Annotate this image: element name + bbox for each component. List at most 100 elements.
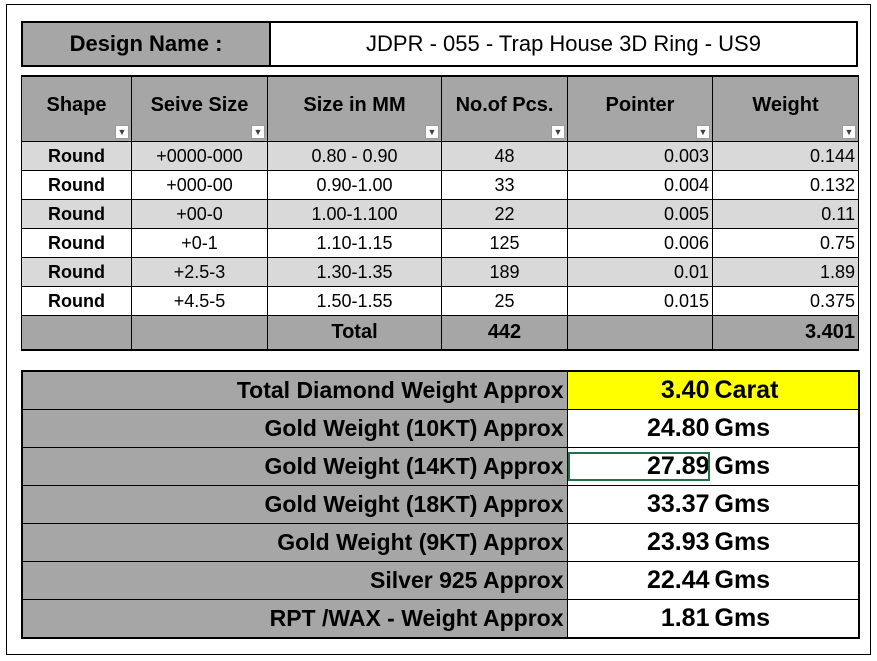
cell-pcs[interactable]: 25 (441, 286, 568, 316)
page-frame (6, 4, 871, 655)
cell-mm[interactable]: 1.50-1.55 (267, 286, 442, 316)
summary-unit: Gms (714, 528, 771, 556)
total-empty-cell[interactable] (21, 315, 132, 351)
cell-pointer[interactable]: 0.004 (567, 170, 713, 200)
cell-seive[interactable]: +000-00 (131, 170, 268, 200)
total-weight[interactable]: 3.401 (712, 315, 859, 351)
summary-value-cell[interactable]: 22.44 Gms (566, 561, 860, 600)
table-row: Round +0000-000 0.80 - 0.90 48 0.003 0.1… (21, 141, 859, 171)
summary-label[interactable]: Silver 925 Approx (21, 561, 568, 600)
total-empty-cell[interactable] (131, 315, 268, 351)
summary-value: 3.40 (660, 376, 710, 404)
filter-dropdown-icon[interactable]: ▼ (251, 125, 265, 139)
cell-seive[interactable]: +0000-000 (131, 141, 268, 171)
total-row: Total 442 3.401 (21, 315, 859, 351)
cell-weight[interactable]: 0.132 (712, 170, 859, 200)
cell-shape[interactable]: Round (21, 286, 132, 316)
cell-mm[interactable]: 0.90-1.00 (267, 170, 442, 200)
summary-row: Gold Weight (9KT) Approx 23.93 Gms (21, 523, 860, 562)
cell-pcs[interactable]: 33 (441, 170, 568, 200)
table-row: Round +2.5-3 1.30-1.35 189 0.01 1.89 (21, 257, 859, 287)
filter-active-icon[interactable]: ▼ (551, 125, 565, 139)
summary-value: 23.93 (646, 528, 710, 556)
cell-pcs[interactable]: 48 (441, 141, 568, 171)
summary-label[interactable]: Gold Weight (14KT) Approx (21, 447, 568, 486)
summary-value-cell[interactable]: 33.37 Gms (566, 485, 860, 524)
table-row: Round +000-00 0.90-1.00 33 0.004 0.132 (21, 170, 859, 200)
summary-value-cell[interactable]: 27.89 Gms (566, 447, 860, 486)
total-pcs[interactable]: 442 (441, 315, 568, 351)
summary-label[interactable]: Gold Weight (9KT) Approx (21, 523, 568, 562)
summary-row: RPT /WAX - Weight Approx 1.81 Gms (21, 599, 860, 639)
summary-value: 33.37 (646, 490, 710, 518)
summary-label[interactable]: Gold Weight (10KT) Approx (21, 409, 568, 448)
summary-value: 22.44 (646, 566, 710, 594)
cell-seive[interactable]: +4.5-5 (131, 286, 268, 316)
cell-weight[interactable]: 0.11 (712, 199, 859, 229)
header-shape: Shape ▼ (21, 75, 132, 142)
summary-unit: Gms (714, 414, 771, 442)
summary-value-cell[interactable]: 23.93 Gms (566, 523, 860, 562)
cell-mm[interactable]: 0.80 - 0.90 (267, 141, 442, 171)
cell-mm[interactable]: 1.00-1.100 (267, 199, 442, 229)
filter-dropdown-icon[interactable]: ▼ (842, 125, 856, 139)
cell-pointer[interactable]: 0.006 (567, 228, 713, 258)
total-label[interactable]: Total (267, 315, 442, 351)
cell-pointer[interactable]: 0.01 (567, 257, 713, 287)
summary-row: Gold Weight (18KT) Approx 33.37 Gms (21, 485, 860, 524)
summary-unit: Gms (714, 490, 771, 518)
cell-pointer[interactable]: 0.005 (567, 199, 713, 229)
cell-weight[interactable]: 0.144 (712, 141, 859, 171)
cell-seive[interactable]: +2.5-3 (131, 257, 268, 287)
header-seive-size: Seive Size ▼ (131, 75, 268, 142)
summary-unit: Carat (714, 376, 779, 404)
cell-mm[interactable]: 1.30-1.35 (267, 257, 442, 287)
summary-unit: Gms (714, 566, 771, 594)
cell-shape[interactable]: Round (21, 170, 132, 200)
table-row: Round +0-1 1.10-1.15 125 0.006 0.75 (21, 228, 859, 258)
summary-row: Silver 925 Approx 22.44 Gms (21, 561, 860, 600)
cell-pcs[interactable]: 189 (441, 257, 568, 287)
cell-pointer[interactable]: 0.015 (567, 286, 713, 316)
cell-pcs[interactable]: 22 (441, 199, 568, 229)
design-name-label: Design Name : (23, 23, 271, 65)
cell-shape[interactable]: Round (21, 141, 132, 171)
cell-pcs[interactable]: 125 (441, 228, 568, 258)
filter-dropdown-icon[interactable]: ▼ (425, 125, 439, 139)
table-header-row: Shape ▼ Seive Size ▼ Size in MM ▼ No.of Pcs… (21, 75, 859, 142)
summary-label[interactable]: RPT /WAX - Weight Approx (21, 599, 568, 639)
header-no-of-pcs: No.of Pcs. ▼ (441, 75, 568, 142)
summary-label[interactable]: Total Diamond Weight Approx (21, 370, 568, 410)
cell-shape[interactable]: Round (21, 199, 132, 229)
table-row: Round +4.5-5 1.50-1.55 25 0.015 0.375 (21, 286, 859, 316)
selected-cell[interactable]: 27.89 (567, 452, 710, 481)
summary-label[interactable]: Gold Weight (18KT) Approx (21, 485, 568, 524)
summary-row: Gold Weight (14KT) Approx 27.89 Gms (21, 447, 860, 486)
filter-dropdown-icon[interactable]: ▼ (115, 125, 129, 139)
cell-shape[interactable]: Round (21, 257, 132, 287)
header-weight: Weight ▼ (712, 75, 859, 142)
table-row: Round +00-0 1.00-1.100 22 0.005 0.11 (21, 199, 859, 229)
total-empty-cell[interactable] (567, 315, 713, 351)
cell-shape[interactable]: Round (21, 228, 132, 258)
cell-weight[interactable]: 0.75 (712, 228, 859, 258)
cell-pointer[interactable]: 0.003 (567, 141, 713, 171)
summary-value-cell[interactable]: 1.81 Gms (566, 599, 860, 639)
cell-weight[interactable]: 0.375 (712, 286, 859, 316)
summary-row: Gold Weight (10KT) Approx 24.80 Gms (21, 409, 860, 448)
stone-table: Shape ▼ Seive Size ▼ Size in MM ▼ No.of Pcs… (21, 75, 859, 351)
cell-mm[interactable]: 1.10-1.15 (267, 228, 442, 258)
summary-value: 1.81 (660, 604, 710, 632)
summary-value: 24.80 (646, 414, 710, 442)
summary-value-cell[interactable]: 24.80 Gms (566, 409, 860, 448)
weight-summary-table: Total Diamond Weight Approx 3.40 Carat Go… (21, 370, 860, 639)
cell-weight[interactable]: 1.89 (712, 257, 859, 287)
design-name-value[interactable]: JDPR - 055 - Trap House 3D Ring - US9 (271, 23, 856, 65)
cell-seive[interactable]: +00-0 (131, 199, 268, 229)
summary-row: Total Diamond Weight Approx 3.40 Carat (21, 370, 860, 410)
cell-seive[interactable]: +0-1 (131, 228, 268, 258)
summary-unit: Gms (714, 604, 771, 632)
summary-value-cell[interactable]: 3.40 Carat (566, 370, 860, 410)
design-name-row: Design Name : JDPR - 055 - Trap House 3D… (21, 21, 858, 67)
filter-dropdown-icon[interactable]: ▼ (696, 125, 710, 139)
